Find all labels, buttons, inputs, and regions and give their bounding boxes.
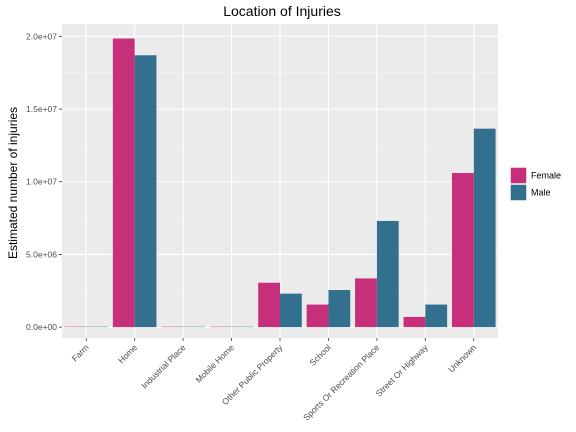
- legend-swatch-female: [510, 167, 527, 184]
- x-tick-label: Mobile Home: [193, 342, 236, 385]
- bar-male-home: [134, 55, 157, 328]
- x-tick-label: Industrial Place: [139, 342, 187, 390]
- legend-label-male: Male: [531, 188, 551, 198]
- y-axis-label: Estimated number of injuries: [6, 107, 20, 259]
- bar-male-sports-or-recreation-place: [376, 220, 399, 328]
- y-tick-label: 1.0e+07: [26, 177, 57, 187]
- bar-male-school: [328, 290, 351, 328]
- y-tick-label: 0.0e+00: [26, 322, 57, 332]
- bar-female-sports-or-recreation-place: [355, 278, 377, 328]
- bar-female-other-public-property: [258, 282, 280, 328]
- legend: Female Male: [510, 167, 561, 201]
- y-tick-label: 2.0e+07: [26, 31, 57, 41]
- bar-male-unknown: [473, 128, 496, 328]
- legend-swatch-male: [510, 184, 527, 201]
- bar-female-street-or-highway: [403, 316, 426, 328]
- y-tick-label: 1.5e+07: [26, 104, 57, 114]
- x-tick-label: Unknown: [446, 342, 478, 374]
- legend-label-female: Female: [531, 171, 561, 181]
- x-tick-label: School: [307, 342, 333, 368]
- y-tick-label: 5.0e+06: [26, 249, 57, 259]
- x-axis: Farm Home Industrial Place Mobile HomeOther…: [70, 338, 478, 423]
- bars: [64, 38, 496, 328]
- bar-male-street-or-highway: [425, 304, 448, 328]
- bar-female-home: [112, 38, 135, 328]
- x-tick-label: Farm: [70, 342, 91, 363]
- bar-female-unknown: [451, 173, 474, 328]
- y-axis: 0.0e+00 5.0e+06 1.0e+07 1.5e+07 2.0e+07: [26, 31, 62, 332]
- bar-male-other-public-property: [280, 293, 302, 328]
- x-tick-label: Home: [116, 342, 139, 365]
- chart-title: Location of Injuries: [223, 3, 341, 19]
- bar-female-school: [306, 304, 329, 328]
- x-tick-label: Street Or Highway: [374, 342, 431, 399]
